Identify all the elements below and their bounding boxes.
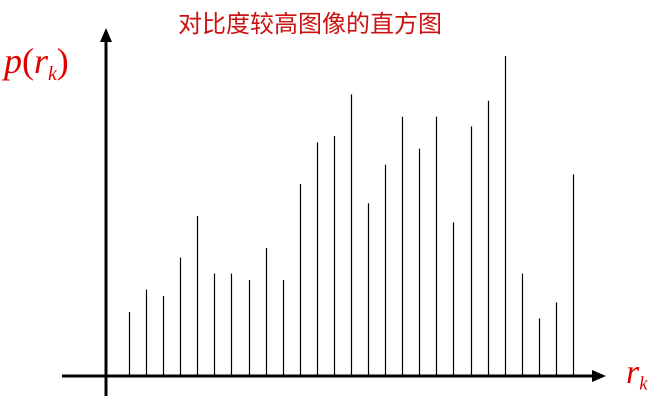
y-axis-arrow xyxy=(100,28,112,42)
bars xyxy=(128,56,575,376)
x-axis-label: rk xyxy=(626,354,648,395)
x-axis-arrow xyxy=(592,370,606,382)
chart-title: 对比度较高图像的直方图 xyxy=(178,10,442,38)
y-axis-label: p(rk) xyxy=(4,41,69,85)
